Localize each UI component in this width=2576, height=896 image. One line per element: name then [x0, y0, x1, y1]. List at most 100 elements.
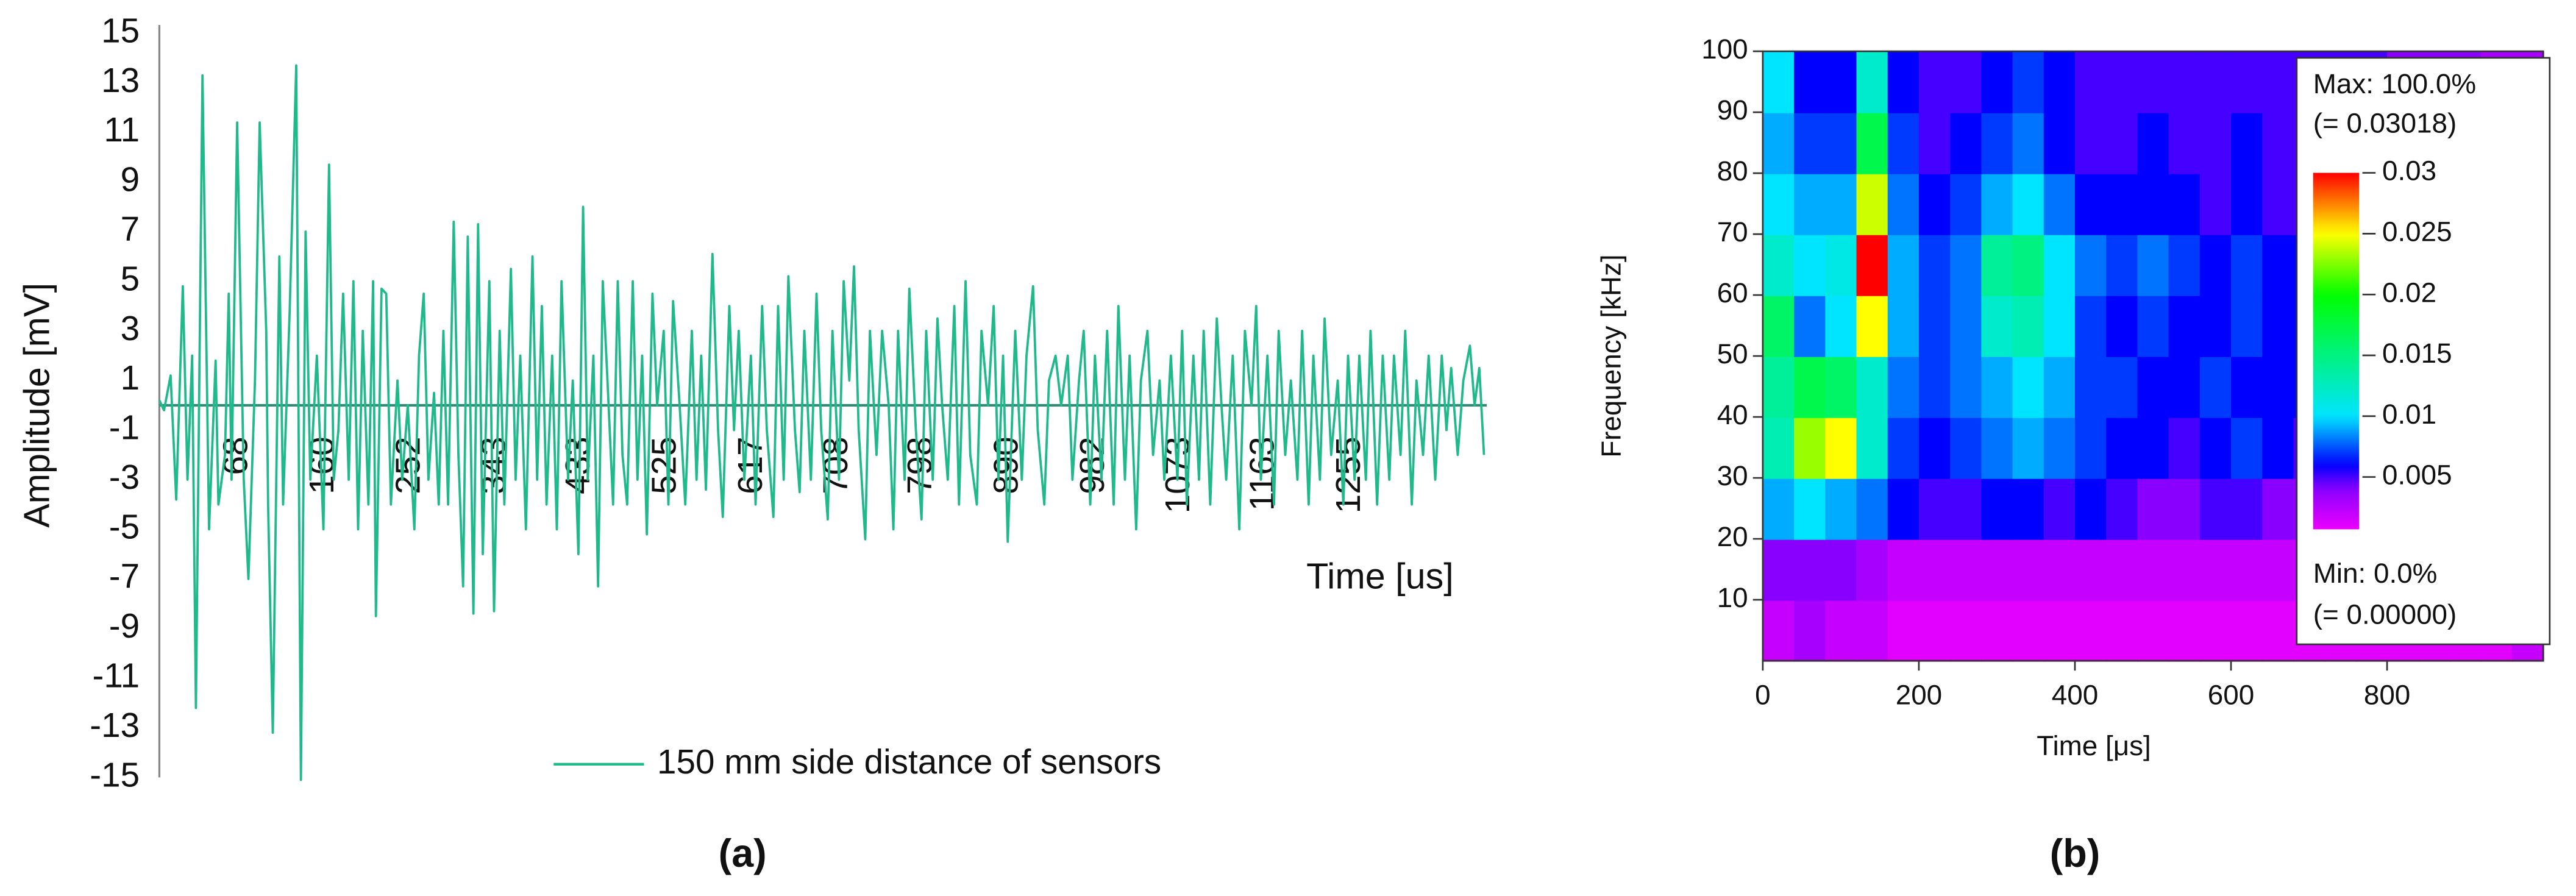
- y-tick-label: 11: [104, 110, 140, 149]
- heat-cell: [2074, 112, 2107, 174]
- min-label: Min: 0.0%: [2313, 558, 2438, 589]
- heat-cell: [1981, 234, 2014, 296]
- heat-cell: [2168, 173, 2201, 235]
- heat-cell: [2043, 112, 2076, 174]
- x-tick-label: 617: [731, 436, 769, 494]
- x-axis-label: Time [us]: [1306, 555, 1454, 596]
- heat-cell: [1825, 356, 1858, 418]
- heat-cell: [1762, 539, 1795, 601]
- colorbar-tick-label: 0.005: [2382, 460, 2452, 491]
- heat-cell: [1950, 478, 1982, 540]
- heat-cell: [1981, 51, 2014, 113]
- heat-cell: [1762, 356, 1795, 418]
- heat-cell: [1981, 417, 2014, 479]
- heat-cell: [1825, 51, 1858, 113]
- heat-cell: [2231, 234, 2263, 296]
- heat-cell: [1950, 295, 1982, 357]
- heat-cell: [2012, 234, 2045, 296]
- heat-cell: [1856, 173, 1889, 235]
- y-tick-label: 80: [1717, 155, 1748, 187]
- heat-cell: [1950, 112, 1982, 174]
- heat-cell: [1950, 51, 1982, 113]
- heat-cell: [2074, 295, 2107, 357]
- heat-cell: [1856, 112, 1889, 174]
- heat-cell: [2106, 51, 2139, 113]
- heat-cell: [1856, 539, 1889, 601]
- y-tick-label: -5: [109, 507, 140, 546]
- min-value-label: (= 0.00000): [2313, 599, 2457, 630]
- heat-cell: [1918, 417, 1951, 479]
- heat-cell: [1981, 173, 2014, 235]
- heat-cell: [2012, 112, 2045, 174]
- x-tick-label: 400: [2052, 679, 2098, 710]
- heat-cell: [2012, 295, 2045, 357]
- heat-cell: [1794, 51, 1826, 113]
- heat-cell: [2199, 417, 2232, 479]
- heat-cell: [1794, 234, 1826, 296]
- heat-cell: [2012, 600, 2045, 662]
- heat-cell: [1887, 478, 1920, 540]
- heat-cell: [1762, 478, 1795, 540]
- y-tick-label: 40: [1717, 399, 1748, 430]
- heat-cell: [1794, 356, 1826, 418]
- heat-cell: [1856, 295, 1889, 357]
- heat-cell: [2199, 539, 2232, 601]
- y-tick-label: -7: [109, 557, 140, 596]
- heat-cell: [1887, 539, 1920, 601]
- heat-cell: [1950, 356, 1982, 418]
- heat-cell: [1918, 234, 1951, 296]
- heat-cell: [1825, 478, 1858, 540]
- heat-cell: [2043, 234, 2076, 296]
- heat-cell: [1887, 51, 1920, 113]
- heat-cell: [2106, 417, 2139, 479]
- heat-cell: [1887, 356, 1920, 418]
- heat-cell: [1981, 295, 2014, 357]
- heat-cell: [2262, 173, 2295, 235]
- heat-cell: [2199, 173, 2232, 235]
- heat-cell: [2262, 51, 2295, 113]
- heat-cell: [2199, 295, 2232, 357]
- max-value-label: (= 0.03018): [2313, 107, 2457, 138]
- caption: (b): [2050, 831, 2101, 875]
- heat-cell: [2012, 539, 2045, 601]
- colorbar-tick-label: 0.03: [2382, 155, 2436, 187]
- heat-cell: [1825, 234, 1858, 296]
- heat-cell: [2043, 51, 2076, 113]
- heat-cell: [2043, 356, 2076, 418]
- heat-cell: [1918, 173, 1951, 235]
- heat-cell: [2137, 295, 2170, 357]
- heat-cell: [2106, 478, 2139, 540]
- heat-cell: [2137, 234, 2170, 296]
- heat-cell: [2168, 295, 2201, 357]
- heat-cell: [2199, 234, 2232, 296]
- heat-cell: [1825, 539, 1858, 601]
- heat-cell: [1762, 173, 1795, 235]
- heat-cell: [2106, 539, 2139, 601]
- heat-cell: [2106, 295, 2139, 357]
- heat-cell: [1950, 234, 1982, 296]
- heat-cell: [1981, 539, 2014, 601]
- heat-cell: [2074, 478, 2107, 540]
- heat-cell: [2262, 539, 2295, 601]
- heat-cell: [1950, 173, 1982, 235]
- heat-cell: [2074, 51, 2107, 113]
- heat-cell: [2137, 173, 2170, 235]
- heat-cell: [2262, 478, 2295, 540]
- heat-cell: [2106, 173, 2139, 235]
- heat-cell: [1887, 234, 1920, 296]
- heat-cell: [2231, 295, 2263, 357]
- x-tick-label: 800: [2364, 679, 2410, 710]
- heat-cell: [2074, 356, 2107, 418]
- heat-cell: [1950, 539, 1982, 601]
- heat-cell: [2043, 539, 2076, 601]
- y-tick-label: -15: [90, 755, 140, 794]
- heat-cell: [1918, 539, 1951, 601]
- heat-cell: [2262, 600, 2295, 662]
- heat-cell: [2106, 112, 2139, 174]
- signal-line: [158, 64, 1485, 781]
- heat-cell: [1762, 112, 1795, 174]
- colorbar-tick-label: 0.025: [2382, 216, 2452, 247]
- heat-cell: [1981, 478, 2014, 540]
- x-tick-label: 600: [2208, 679, 2254, 710]
- x-tick-label: 1255: [1329, 436, 1367, 513]
